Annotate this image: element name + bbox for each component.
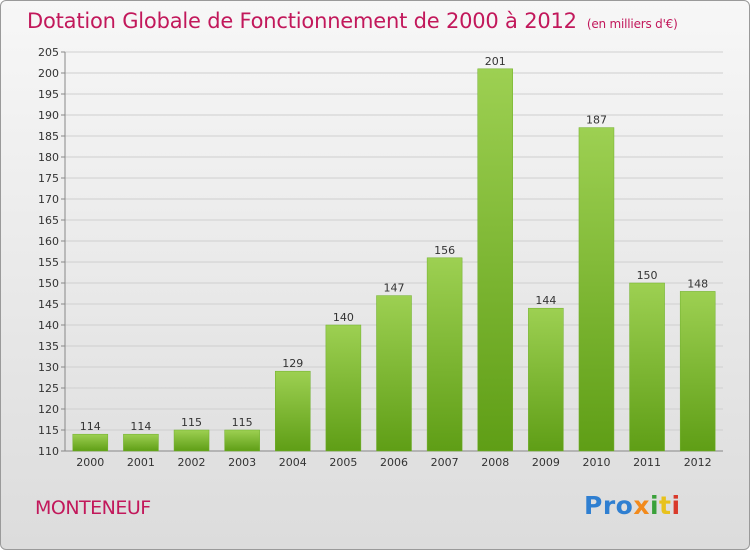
x-tick-label: 2004: [279, 456, 307, 469]
data-label: 129: [282, 357, 303, 370]
data-labels: 114 114 115 115 129 140 147 156 201 144 187 150 148: [80, 55, 708, 433]
x-tick-label: 2008: [481, 456, 509, 469]
data-label: 114: [80, 420, 101, 433]
y-tick-label: 135: [38, 340, 59, 353]
bar-chart: 110 115 120 125 130 135 140 145 150 155 160 165 170 1…: [38, 46, 723, 469]
data-label: 201: [485, 55, 506, 68]
x-tick-label: 2010: [582, 456, 610, 469]
data-label: 114: [130, 420, 151, 433]
y-tick-label: 130: [38, 361, 59, 374]
x-tick-label: 2009: [532, 456, 560, 469]
x-tick-label: 2007: [431, 456, 459, 469]
y-tick-label: 125: [38, 382, 59, 395]
data-label: 115: [181, 416, 202, 429]
x-tick-label: 2011: [633, 456, 661, 469]
y-tick-label: 155: [38, 256, 59, 269]
y-tick-label: 190: [38, 109, 59, 122]
x-tick-label: 2000: [76, 456, 104, 469]
y-tick-label: 175: [38, 172, 59, 185]
data-label: 147: [384, 282, 405, 295]
y-tick-label: 180: [38, 151, 59, 164]
y-tick-label: 170: [38, 193, 59, 206]
bar-2009: [528, 307, 564, 452]
bar-2005: [325, 324, 362, 452]
logo-part-1: Pro: [584, 491, 634, 520]
y-tick-label: 140: [38, 319, 59, 332]
bar-2012: [679, 291, 716, 452]
y-tick-label: 205: [38, 46, 59, 59]
x-tick-label: 2001: [127, 456, 155, 469]
chart-title: Dotation Globale de Fonctionnement de 20…: [27, 9, 678, 33]
logo-part-4: t: [659, 491, 672, 520]
data-label: 150: [637, 269, 658, 282]
x-axis: 2000 2001 2002 2003 2004 2005 2006 2007 2008 2009…: [76, 456, 711, 469]
bar-2006: [376, 295, 412, 452]
y-tick-label: 150: [38, 277, 59, 290]
bar-2010: [578, 127, 615, 452]
x-tick-label: 2003: [228, 456, 256, 469]
data-label: 187: [586, 114, 607, 127]
x-tick-label: 2005: [329, 456, 357, 469]
y-tick-label: 165: [38, 214, 59, 227]
y-tick-label: 200: [38, 67, 59, 80]
logo-part-2: x: [633, 491, 650, 520]
bar-2004: [275, 370, 311, 452]
x-tick-label: 2012: [684, 456, 712, 469]
y-tick-label: 110: [38, 445, 59, 458]
y-tick-label: 160: [38, 235, 59, 248]
y-tick-label: 145: [38, 298, 59, 311]
bar-2011: [629, 282, 665, 452]
bars: [72, 68, 716, 452]
x-tick-label: 2006: [380, 456, 408, 469]
data-label: 140: [333, 311, 354, 324]
chart-title-text: Dotation Globale de Fonctionnement de 20…: [27, 9, 577, 33]
data-label: 144: [535, 294, 556, 307]
bar-2000: [72, 433, 109, 452]
bar-2007: [426, 257, 463, 452]
y-tick-label: 115: [38, 424, 59, 437]
y-tick-label: 120: [38, 403, 59, 416]
y-tick-label: 195: [38, 88, 59, 101]
logo-part-5: i: [671, 491, 681, 520]
data-label: 115: [232, 416, 253, 429]
y-tick-label: 185: [38, 130, 59, 143]
commune-name: MONTENEUF: [35, 497, 151, 519]
data-label: 148: [687, 277, 708, 290]
data-label: 156: [434, 244, 455, 257]
bar-2008: [477, 68, 513, 452]
bar-2003: [224, 429, 260, 452]
chart-subtitle: (en milliers d'€): [586, 17, 678, 31]
bar-2002: [173, 429, 210, 452]
bar-2001: [123, 433, 159, 452]
x-tick-label: 2002: [178, 456, 206, 469]
logo-part-3: i: [649, 491, 660, 520]
proxiti-logo: Proxiti: [584, 491, 681, 520]
